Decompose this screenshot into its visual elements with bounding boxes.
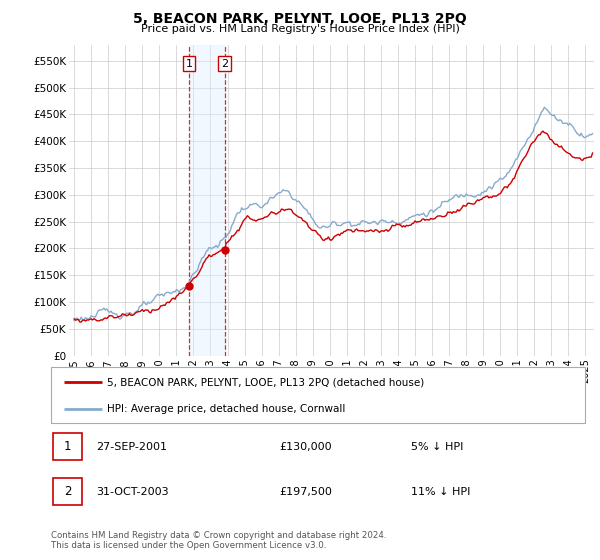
Text: 5, BEACON PARK, PELYNT, LOOE, PL13 2PQ: 5, BEACON PARK, PELYNT, LOOE, PL13 2PQ [133,12,467,26]
Text: Contains HM Land Registry data © Crown copyright and database right 2024.
This d: Contains HM Land Registry data © Crown c… [51,531,386,550]
Text: HPI: Average price, detached house, Cornwall: HPI: Average price, detached house, Corn… [107,404,346,414]
Text: £197,500: £197,500 [279,487,332,497]
Text: 5% ↓ HPI: 5% ↓ HPI [411,442,463,452]
Text: 11% ↓ HPI: 11% ↓ HPI [411,487,470,497]
Text: 5, BEACON PARK, PELYNT, LOOE, PL13 2PQ (detached house): 5, BEACON PARK, PELYNT, LOOE, PL13 2PQ (… [107,377,424,388]
Bar [189,45,224,356]
FancyBboxPatch shape [53,433,82,460]
Text: 31-OCT-2003: 31-OCT-2003 [96,487,169,497]
Text: 2: 2 [221,59,228,68]
Text: 2: 2 [64,485,71,498]
Text: 1: 1 [185,59,193,68]
Text: 27-SEP-2001: 27-SEP-2001 [96,442,167,452]
Text: 1: 1 [64,440,71,453]
Text: Price paid vs. HM Land Registry's House Price Index (HPI): Price paid vs. HM Land Registry's House … [140,24,460,34]
FancyBboxPatch shape [51,367,585,423]
Text: £130,000: £130,000 [279,442,332,452]
FancyBboxPatch shape [53,478,82,505]
